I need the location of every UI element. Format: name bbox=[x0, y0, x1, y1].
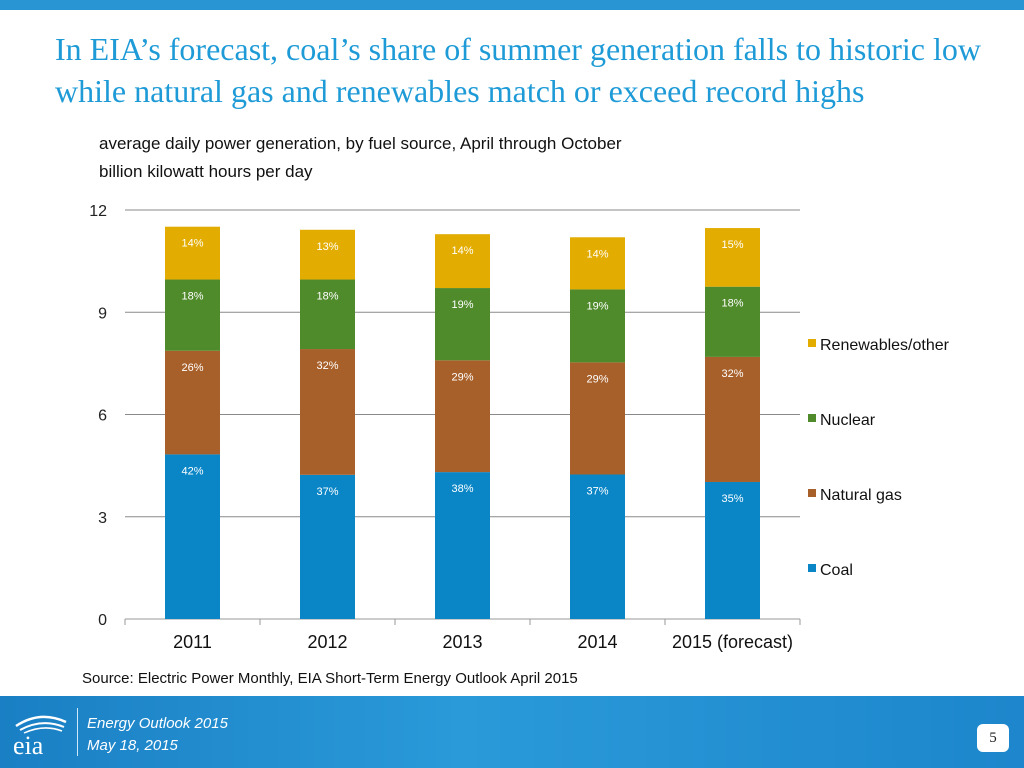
bar-natural-gas-2013 bbox=[435, 360, 490, 473]
bar-coal-2013 bbox=[435, 472, 490, 619]
data-label: 26% bbox=[181, 362, 203, 374]
data-label: 18% bbox=[721, 298, 743, 310]
bar-nuclear-2012 bbox=[300, 279, 355, 350]
legend-swatch-nuclear bbox=[808, 414, 816, 422]
bar-natural-gas-2015 bbox=[705, 356, 760, 482]
x-tick-label: 2012 bbox=[307, 632, 347, 652]
legend-label: Nuclear bbox=[820, 412, 876, 429]
stacked-bar-chart: 0 3 6 9 12 42% 26% 18% 14% 2011 37% 32% 18% 13% 2012 38… bbox=[89, 203, 950, 652]
data-label: 14% bbox=[181, 238, 203, 250]
chart-units-label: billion kilowatt hours per day bbox=[99, 162, 313, 181]
y-tick-label: 0 bbox=[98, 612, 107, 629]
y-tick-label: 3 bbox=[98, 510, 107, 527]
footer-divider bbox=[77, 708, 78, 756]
legend-swatch-renewables-other bbox=[808, 339, 816, 347]
data-label: 18% bbox=[181, 291, 203, 303]
legend-swatch-natural-gas bbox=[808, 489, 816, 497]
svg-text:eia: eia bbox=[13, 731, 44, 758]
x-tick-label: 2013 bbox=[442, 632, 482, 652]
bar-coal-2014 bbox=[570, 474, 625, 619]
bar-coal-2015 bbox=[705, 481, 760, 619]
data-label: 19% bbox=[586, 300, 608, 312]
bar-nuclear-2015 bbox=[705, 286, 760, 357]
bar-coal-2012 bbox=[300, 474, 355, 619]
data-label: 19% bbox=[451, 299, 473, 311]
legend-label: Natural gas bbox=[820, 487, 902, 504]
footer-event-name: Energy Outlook 2015 bbox=[87, 715, 228, 732]
bar-renewables-other-2011 bbox=[165, 226, 220, 280]
data-label: 32% bbox=[316, 360, 338, 372]
footer-banner: eia Energy Outlook 2015 May 18, 2015 5 bbox=[0, 696, 1024, 768]
data-label: 15% bbox=[721, 239, 743, 251]
data-label: 14% bbox=[451, 245, 473, 257]
data-label: 37% bbox=[586, 485, 608, 497]
data-label: 32% bbox=[721, 368, 743, 380]
legend-swatch-coal bbox=[808, 564, 816, 572]
bar-natural-gas-2011 bbox=[165, 350, 220, 455]
bar-renewables-other-2014 bbox=[570, 237, 625, 290]
x-tick-label: 2014 bbox=[577, 632, 617, 652]
bar-nuclear-2014 bbox=[570, 289, 625, 363]
page-number: 5 bbox=[977, 724, 1009, 752]
bar-renewables-other-2013 bbox=[435, 234, 490, 289]
data-label: 38% bbox=[451, 483, 473, 495]
data-label: 42% bbox=[181, 465, 203, 477]
legend-label: Coal bbox=[820, 562, 853, 579]
data-label: 29% bbox=[451, 371, 473, 383]
bar-nuclear-2013 bbox=[435, 288, 490, 361]
y-tick-label: 9 bbox=[98, 305, 107, 322]
legend-label: Renewables/other bbox=[820, 337, 950, 354]
bar-natural-gas-2012 bbox=[300, 349, 355, 475]
y-tick-label: 6 bbox=[98, 408, 107, 425]
x-tick-label: 2011 bbox=[173, 632, 212, 652]
x-tick-label: 2015 (forecast) bbox=[672, 632, 793, 652]
data-label: 13% bbox=[316, 241, 338, 253]
chart-subtitle: average daily power generation, by fuel … bbox=[99, 134, 622, 153]
bar-nuclear-2011 bbox=[165, 279, 220, 351]
data-label: 35% bbox=[721, 493, 743, 505]
bar-natural-gas-2014 bbox=[570, 362, 625, 475]
data-label: 14% bbox=[586, 248, 608, 260]
data-label: 18% bbox=[316, 291, 338, 303]
bar-renewables-other-2015 bbox=[705, 228, 760, 287]
top-accent-bar bbox=[0, 0, 1024, 10]
source-note: Source: Electric Power Monthly, EIA Shor… bbox=[82, 670, 578, 687]
slide-title: In EIA’s forecast, coal’s share of summe… bbox=[55, 31, 981, 109]
eia-logo: eia bbox=[10, 712, 70, 760]
bar-coal-2011 bbox=[165, 454, 220, 619]
y-tick-label: 12 bbox=[89, 203, 107, 220]
data-label: 29% bbox=[586, 373, 608, 385]
footer-date: May 18, 2015 bbox=[87, 737, 178, 754]
data-label: 37% bbox=[316, 486, 338, 498]
bar-renewables-other-2012 bbox=[300, 229, 355, 280]
